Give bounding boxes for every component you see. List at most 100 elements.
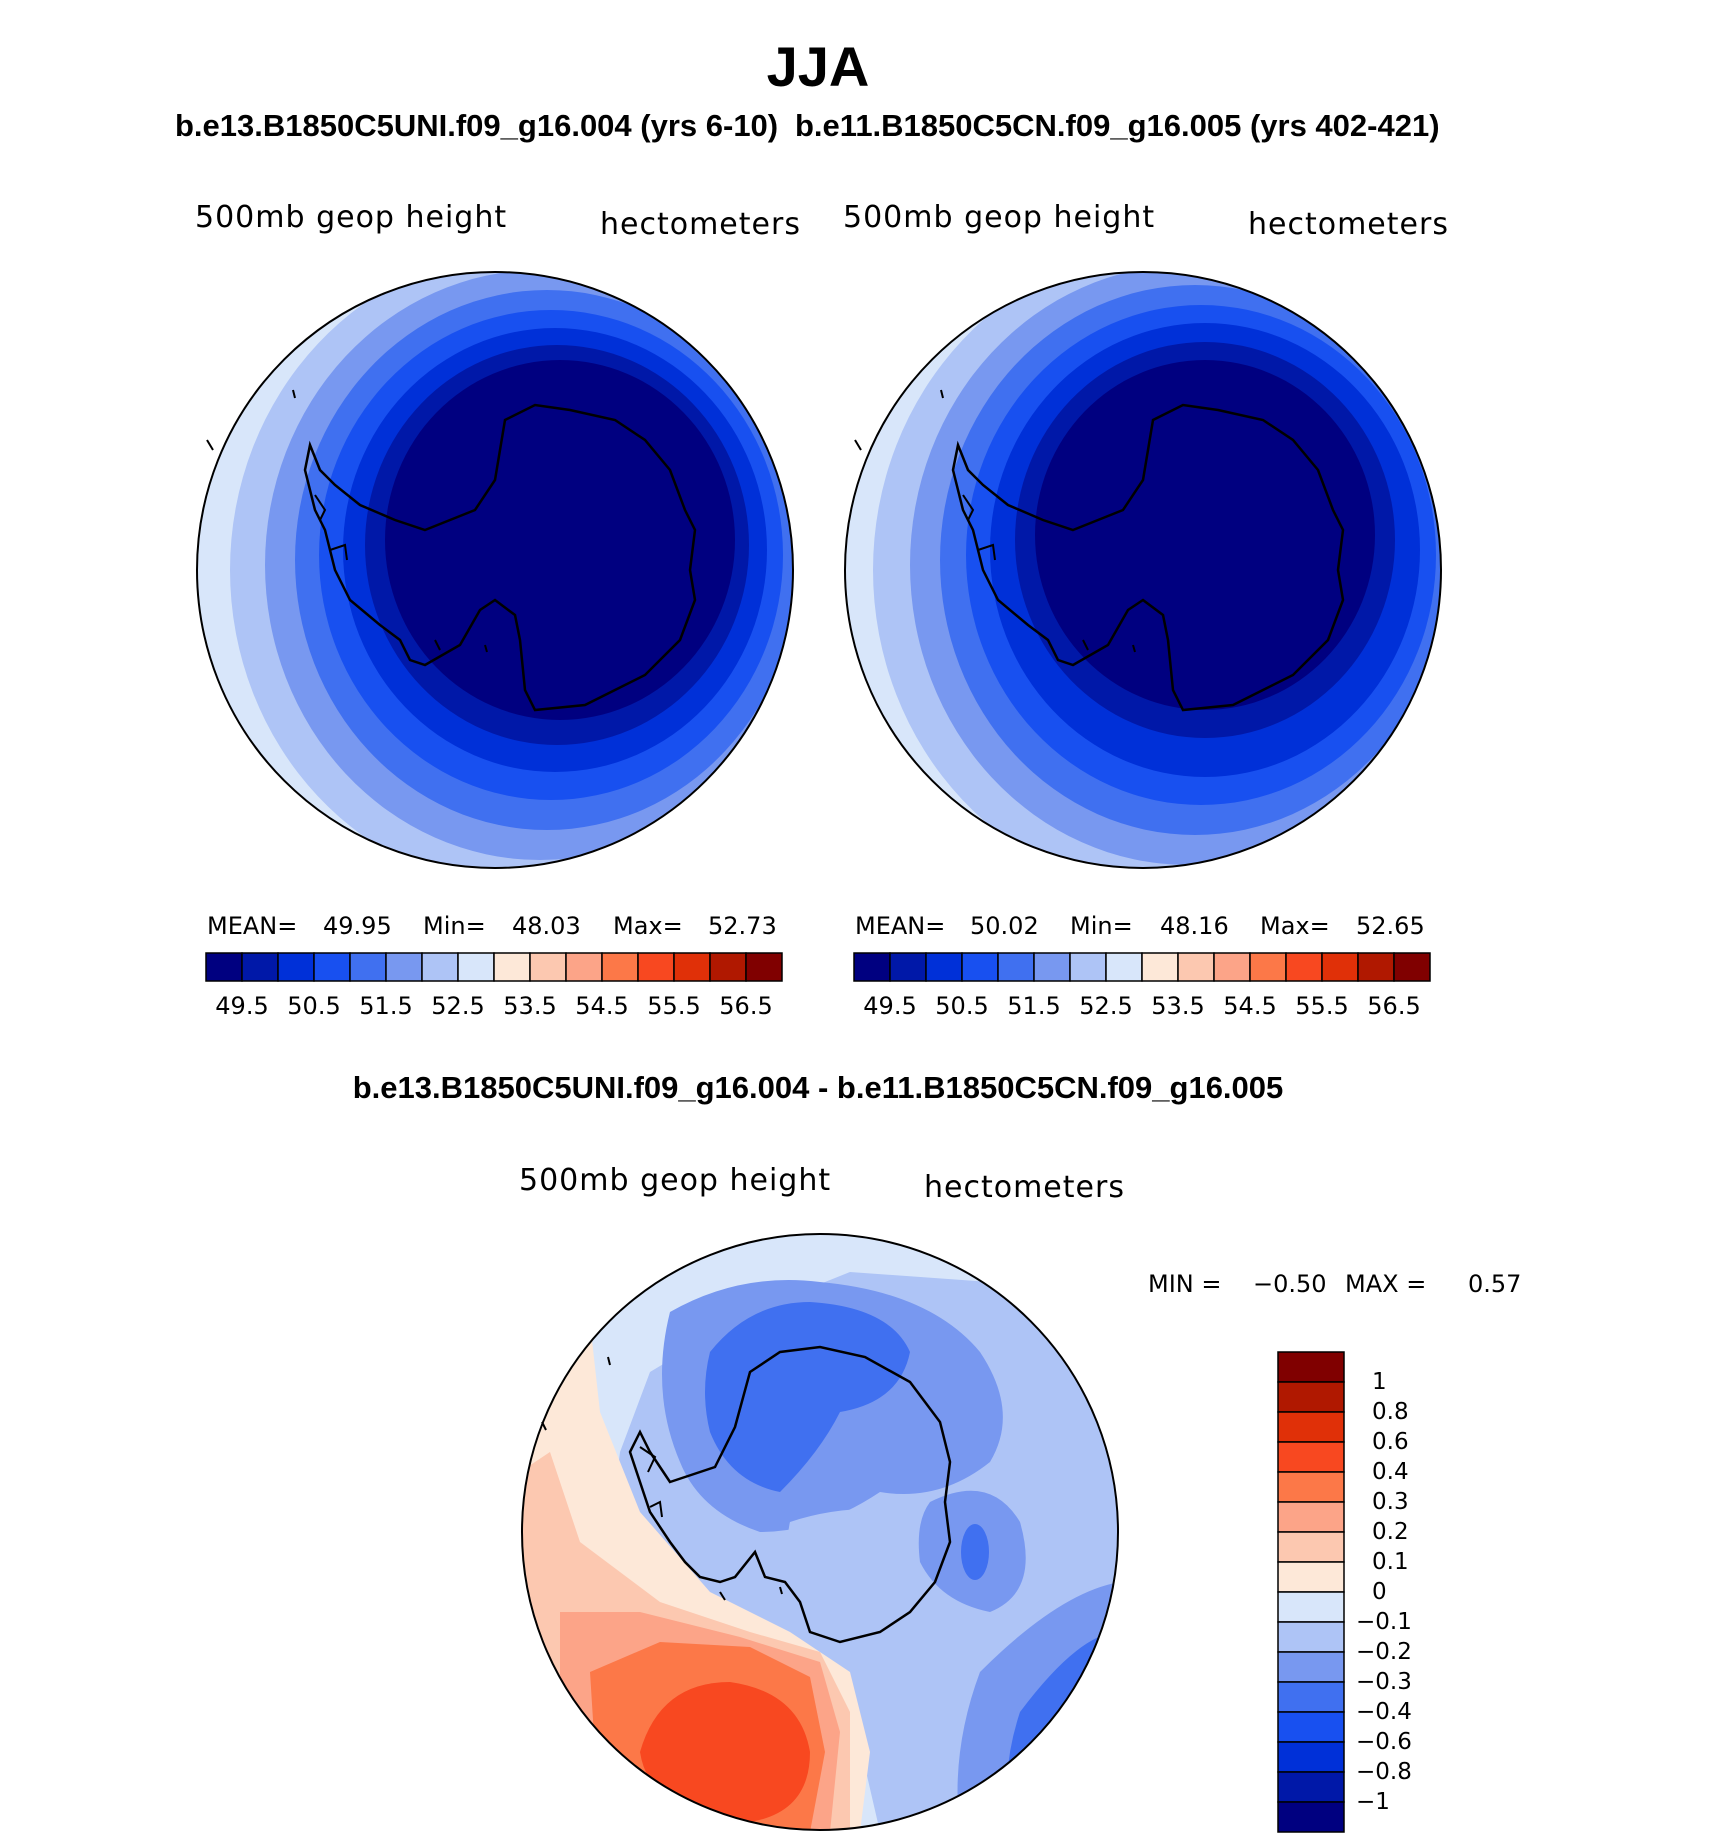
colorbar-swatch xyxy=(1277,1741,1345,1773)
right-case-title: b.e11.B1850C5CN.f09_g16.005 (yrs 402-421… xyxy=(795,108,1440,143)
colorbar-swatch xyxy=(457,952,495,982)
colorbar-tick-label: 49.5 xyxy=(215,992,269,1020)
colorbar-swatch xyxy=(997,952,1035,982)
colorbar-swatch xyxy=(1277,1621,1345,1653)
left-units-label: hectometers xyxy=(600,207,801,242)
colorbar-tick-label: −0.8 xyxy=(1356,1759,1412,1785)
coast-islands xyxy=(206,389,488,653)
colorbar-swatch xyxy=(205,952,243,982)
colorbar-swatch xyxy=(1277,1771,1345,1803)
colorbar-swatch xyxy=(961,952,999,982)
colorbar-swatch xyxy=(889,952,927,982)
colorbar-tick-label: 49.5 xyxy=(863,992,917,1020)
colorbar-tick-label: 56.5 xyxy=(719,992,773,1020)
colorbar-tick-label: 50.5 xyxy=(287,992,341,1020)
right-polar-map xyxy=(844,271,1442,869)
contour-band xyxy=(385,360,735,720)
left-colorbar-ticks: 49.5 50.5 51.5 52.5 53.5 54.5 55.5 56.5 xyxy=(206,992,782,1022)
right-units-label: hectometers xyxy=(1248,207,1449,242)
left-mean-value: 49.95 xyxy=(323,912,392,940)
colorbar-tick-label: 1 xyxy=(1372,1369,1387,1395)
colorbar-swatch xyxy=(1033,952,1071,982)
colorbar-swatch xyxy=(601,952,639,982)
antarctica-coastline xyxy=(951,403,1345,712)
left-max-label: Max= xyxy=(613,912,683,940)
colorbar-swatch xyxy=(349,952,387,982)
difference-colorbar xyxy=(1277,1351,1345,1833)
colorbar-tick-label: 0 xyxy=(1372,1579,1387,1605)
diff-max-label: MAX = xyxy=(1345,1270,1427,1298)
colorbar-tick-label: 53.5 xyxy=(1151,992,1205,1020)
colorbar-tick-label: 54.5 xyxy=(575,992,629,1020)
colorbar-tick-label: −0.3 xyxy=(1356,1669,1412,1695)
colorbar-swatch xyxy=(1321,952,1359,982)
left-colorbar xyxy=(205,952,783,982)
right-min-value: 48.16 xyxy=(1160,912,1229,940)
right-mean-label: MEAN= xyxy=(855,912,946,940)
colorbar-swatch xyxy=(925,952,963,982)
difference-title: b.e13.B1850C5UNI.f09_g16.004 - b.e11.B18… xyxy=(352,1070,1284,1105)
colorbar-tick-label: 0.1 xyxy=(1372,1549,1409,1575)
colorbar-swatch xyxy=(673,952,711,982)
colorbar-swatch xyxy=(1277,1591,1345,1623)
colorbar-swatch xyxy=(1277,1561,1345,1593)
coast-islands xyxy=(541,1356,783,1601)
contour-band xyxy=(788,1508,935,1602)
colorbar-swatch xyxy=(529,952,567,982)
colorbar-swatch xyxy=(1357,952,1395,982)
contour-band xyxy=(705,1302,910,1492)
colorbar-swatch xyxy=(709,952,747,982)
colorbar-swatch xyxy=(1069,952,1107,982)
left-min-value: 48.03 xyxy=(512,912,581,940)
left-mean-label: MEAN= xyxy=(207,912,298,940)
right-max-label: Max= xyxy=(1260,912,1330,940)
colorbar-tick-label: 0.2 xyxy=(1372,1519,1409,1545)
contour-band xyxy=(1048,1692,1118,1830)
colorbar-tick-label: 0.8 xyxy=(1372,1399,1409,1425)
right-max-value: 52.65 xyxy=(1356,912,1425,940)
colorbar-swatch xyxy=(637,952,675,982)
colorbar-swatch xyxy=(1177,952,1215,982)
colorbar-swatch xyxy=(277,952,315,982)
left-variable-label: 500mb geop height xyxy=(195,200,508,235)
colorbar-swatch xyxy=(853,952,891,982)
colorbar-tick-label: −0.1 xyxy=(1356,1609,1412,1635)
colorbar-tick-label: −0.6 xyxy=(1356,1729,1412,1755)
colorbar-tick-label: 55.5 xyxy=(647,992,701,1020)
map-border xyxy=(196,271,794,869)
colorbar-tick-label: 0.3 xyxy=(1372,1489,1409,1515)
colorbar-tick-label: 0.4 xyxy=(1372,1459,1409,1485)
colorbar-swatch xyxy=(1277,1801,1345,1833)
colorbar-swatch xyxy=(1277,1471,1345,1503)
right-min-label: Min= xyxy=(1070,912,1133,940)
colorbar-tick-label: 54.5 xyxy=(1223,992,1277,1020)
colorbar-swatch xyxy=(745,952,783,982)
colorbar-swatch xyxy=(1249,952,1287,982)
colorbar-tick-label: 52.5 xyxy=(1079,992,1133,1020)
contour-band xyxy=(640,1682,810,1822)
map-border xyxy=(844,271,1442,869)
left-polar-map xyxy=(196,271,794,869)
right-mean-value: 50.02 xyxy=(970,912,1039,940)
colorbar-swatch xyxy=(1285,952,1323,982)
colorbar-tick-label: 52.5 xyxy=(431,992,485,1020)
contour-band xyxy=(961,1524,989,1580)
colorbar-swatch xyxy=(241,952,279,982)
colorbar-swatch xyxy=(1141,952,1179,982)
antarctica-coastline xyxy=(628,1345,952,1644)
colorbar-swatch xyxy=(1277,1381,1345,1413)
colorbar-swatch xyxy=(1213,952,1251,982)
diff-min-value: −0.50 xyxy=(1253,1270,1327,1298)
colorbar-tick-label: −0.4 xyxy=(1356,1699,1412,1725)
colorbar-tick-label: 56.5 xyxy=(1367,992,1421,1020)
colorbar-swatch xyxy=(1277,1351,1345,1383)
colorbar-tick-label: −1 xyxy=(1356,1789,1390,1815)
left-max-value: 52.73 xyxy=(708,912,777,940)
colorbar-swatch xyxy=(313,952,351,982)
left-case-title: b.e13.B1850C5UNI.f09_g16.004 (yrs 6-10) xyxy=(175,108,779,143)
page-title: JJA xyxy=(766,35,870,98)
diff-min-label: MIN = xyxy=(1148,1270,1222,1298)
colorbar-swatch xyxy=(1393,952,1431,982)
colorbar-swatch xyxy=(493,952,531,982)
colorbar-tick-label: 0.6 xyxy=(1372,1429,1409,1455)
